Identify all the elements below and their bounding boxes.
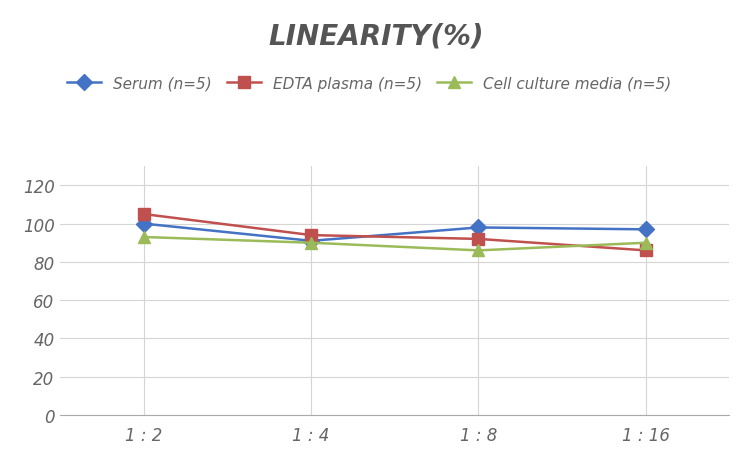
EDTA plasma (n=5) xyxy=(474,237,483,242)
Serum (n=5) xyxy=(641,227,650,233)
Cell culture media (n=5) xyxy=(307,240,316,246)
Line: Cell culture media (n=5): Cell culture media (n=5) xyxy=(138,232,651,256)
Serum (n=5) xyxy=(474,225,483,230)
Text: LINEARITY(%): LINEARITY(%) xyxy=(268,23,484,51)
Serum (n=5) xyxy=(139,221,148,227)
Cell culture media (n=5) xyxy=(139,235,148,240)
EDTA plasma (n=5) xyxy=(307,233,316,238)
EDTA plasma (n=5) xyxy=(139,212,148,217)
Cell culture media (n=5) xyxy=(474,248,483,253)
EDTA plasma (n=5) xyxy=(641,248,650,253)
Legend: Serum (n=5), EDTA plasma (n=5), Cell culture media (n=5): Serum (n=5), EDTA plasma (n=5), Cell cul… xyxy=(61,70,678,97)
Line: EDTA plasma (n=5): EDTA plasma (n=5) xyxy=(138,209,651,256)
Line: Serum (n=5): Serum (n=5) xyxy=(138,219,651,247)
Cell culture media (n=5) xyxy=(641,240,650,246)
Serum (n=5) xyxy=(307,239,316,244)
